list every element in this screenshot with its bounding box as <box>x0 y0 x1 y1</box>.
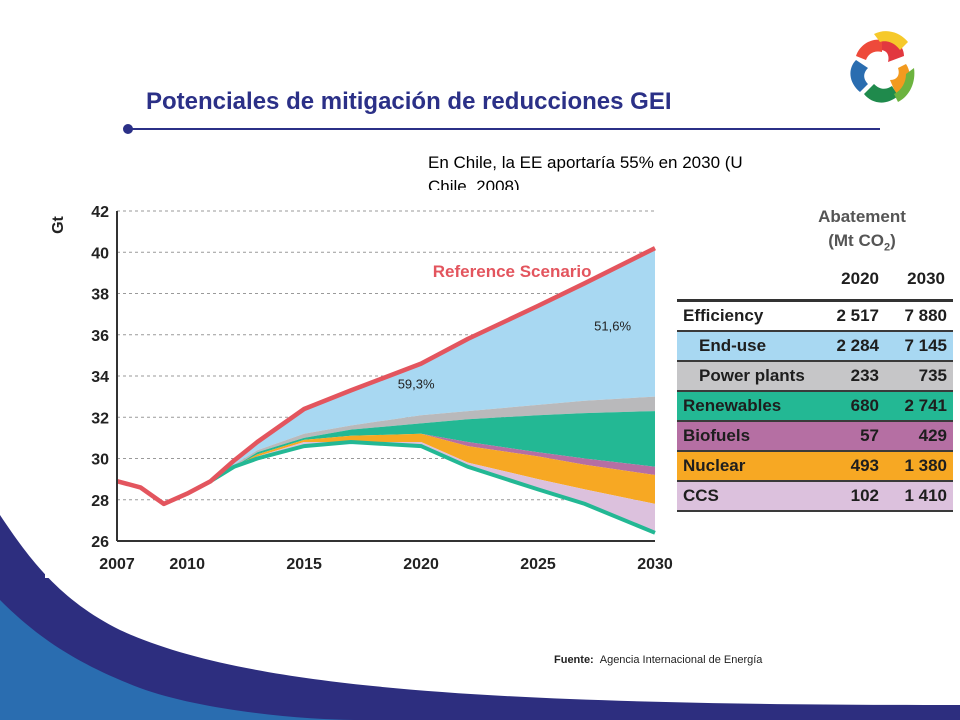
row-value-2030: 1 410 <box>904 486 947 505</box>
x-tick-label: 2020 <box>403 556 439 573</box>
abatement-table-body: Efficiency 2 517 7 880 End-use 2 284 7 145 Pow… <box>677 300 953 511</box>
y-tick-label: 32 <box>91 410 109 427</box>
table-header-label <box>677 259 819 302</box>
area-renewables <box>210 411 655 482</box>
y-tick-label: 40 <box>91 245 109 262</box>
x-tick-label: 2015 <box>286 556 322 573</box>
table-header-2030: 2030 <box>887 259 953 302</box>
page-title: Potenciales de mitigación de reducciones… <box>146 88 672 115</box>
area-biofuels <box>210 433 655 482</box>
row-value-2020: 680 <box>850 396 879 415</box>
row-label: Power plants <box>699 366 805 385</box>
row-label: Efficiency <box>683 306 764 325</box>
table-row: Nuclear 493 1 380 <box>677 451 953 481</box>
source-text: Agencia Internacional de Energía <box>599 654 763 666</box>
row-label: Biofuels <box>683 426 751 445</box>
table-row: Biofuels 57 429 <box>677 421 953 451</box>
x-tick-label: 2007 <box>99 556 135 573</box>
y-tick-label: 42 <box>91 204 109 221</box>
row-value-2020: 493 <box>850 456 879 475</box>
mitigation-chart: 26 28 30 32 34 36 38 40 42 2007 2010 2015 2020 2025 20… <box>50 204 673 573</box>
y-tick-label: 36 <box>91 328 109 345</box>
row-label: CCS <box>683 486 719 505</box>
bottom-band-light <box>0 600 360 720</box>
row-value-2030: 7 145 <box>904 336 947 355</box>
annotation-51-6: 51,6% <box>594 319 631 334</box>
y-tick-label: 26 <box>91 534 109 551</box>
table-header-row: 2020 2030 <box>677 259 953 302</box>
reference-scenario-label: Reference Scenario <box>433 262 592 281</box>
table-row: Power plants 233 735 <box>677 361 953 391</box>
row-value-2030: 735 <box>918 366 947 385</box>
source-label: Fuente: <box>554 654 594 666</box>
y-tick-label: 34 <box>91 369 109 386</box>
annotation-59-3: 59,3% <box>398 376 435 391</box>
y-tick-label: 30 <box>91 452 109 469</box>
abatement-table: 2020 2030 Efficiency 2 517 7 880 End-use 2 2… <box>677 259 953 512</box>
title-underline <box>128 128 880 130</box>
row-value-2020: 57 <box>860 426 879 445</box>
lower-boundary-line <box>209 439 656 535</box>
row-value-2030: 429 <box>918 426 947 445</box>
table-row: CCS 102 1 410 <box>677 481 953 511</box>
table-row: Renewables 680 2 741 <box>677 391 953 421</box>
table-row: Efficiency 2 517 7 880 <box>677 300 953 331</box>
row-value-2030: 1 380 <box>904 456 947 475</box>
row-value-2020: 233 <box>850 366 879 385</box>
abatement-title: Abatement (Mt CO2) <box>818 207 906 254</box>
row-value-2020: 2 517 <box>836 306 879 325</box>
row-label: Renewables <box>683 396 782 415</box>
row-value-2030: 7 880 <box>904 306 947 325</box>
pinwheel-logo-icon <box>850 31 915 103</box>
x-tick-label: 2025 <box>520 556 556 573</box>
source-caption: Fuente: Agencia Internacional de Energía <box>554 654 762 666</box>
y-tick-label: 38 <box>91 287 109 304</box>
area-power-plants <box>210 396 655 482</box>
area-ccs <box>210 442 655 533</box>
y-tick-label: 28 <box>91 493 109 510</box>
table-header-2020: 2020 <box>819 259 887 302</box>
row-value-2020: 2 284 <box>836 336 879 355</box>
area-end-use <box>210 248 655 482</box>
x-tick-label: 2010 <box>169 556 205 573</box>
row-label: Nuclear <box>683 456 746 475</box>
table-row: End-use 2 284 7 145 <box>677 331 953 361</box>
x-tick-label: 2030 <box>637 556 673 573</box>
reference-scenario-line <box>116 246 657 507</box>
bottom-band-dark <box>0 515 960 720</box>
row-label: End-use <box>699 336 767 355</box>
area-nuclear <box>210 433 655 504</box>
y-axis-label: Gt <box>50 215 67 233</box>
row-value-2020: 102 <box>850 486 879 505</box>
row-value-2030: 2 741 <box>904 396 947 415</box>
